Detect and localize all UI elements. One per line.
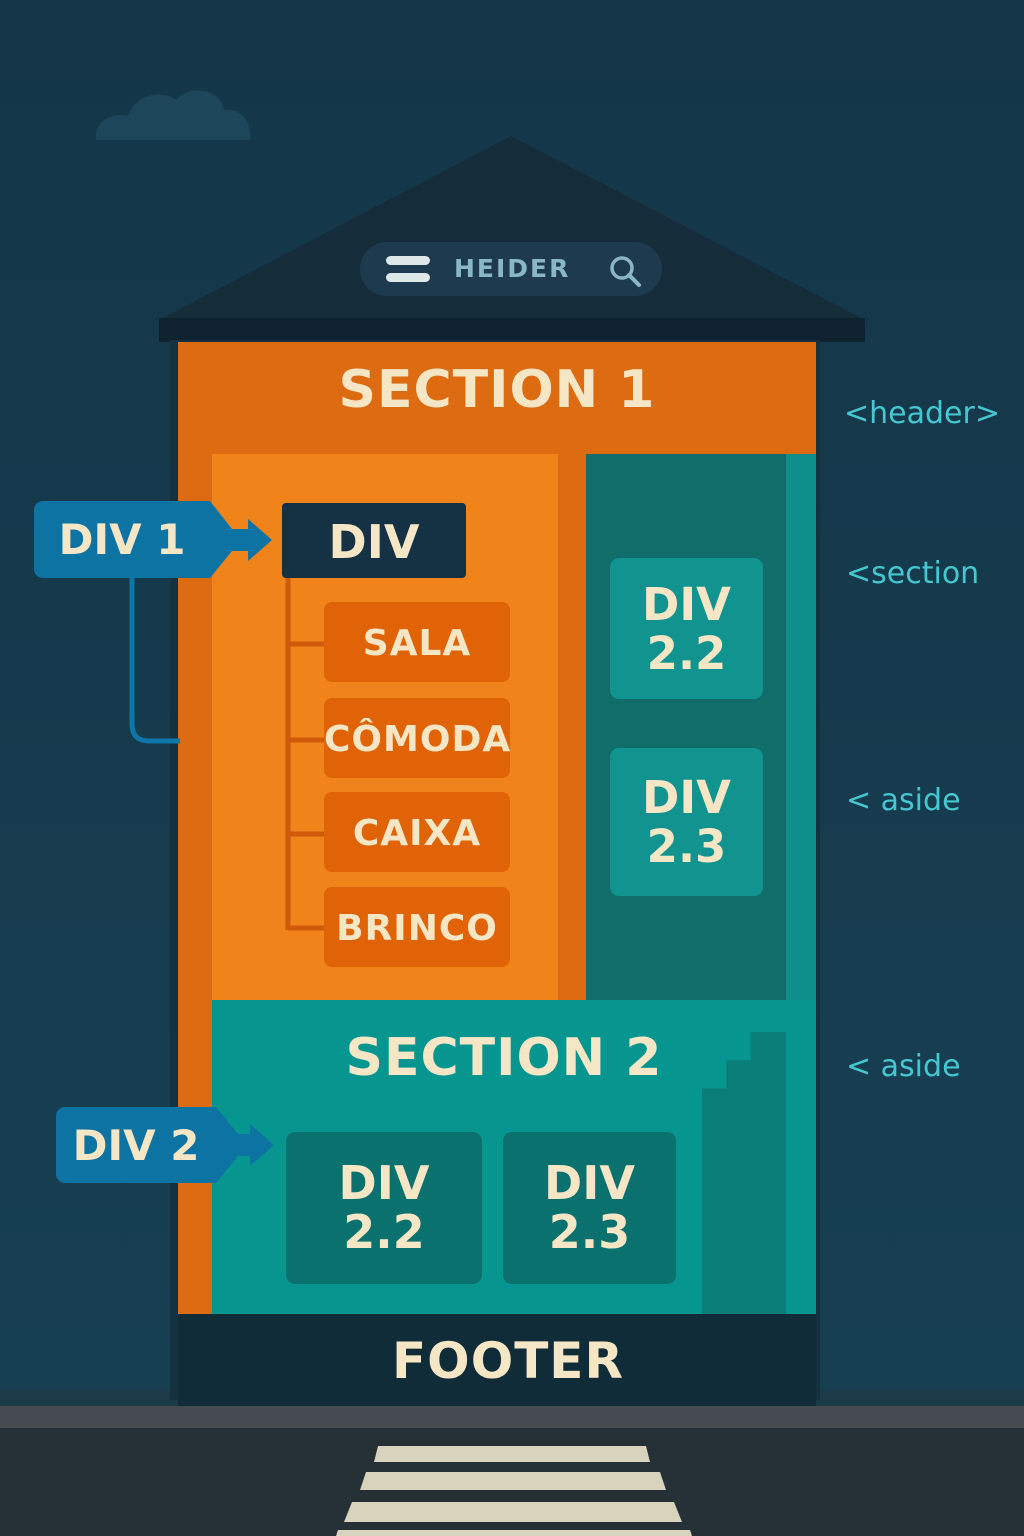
- crosswalk: [336, 1446, 692, 1536]
- cloud-icon: [95, 90, 251, 140]
- header-label: HEIDER: [454, 254, 571, 283]
- tag-aside-2: < aside: [846, 1049, 961, 1084]
- list-item-brinco: BRINCO: [324, 887, 510, 967]
- card-line-1: DIV: [642, 577, 731, 631]
- arrow-right-icon: [198, 501, 272, 578]
- section-2-card-div-2-3: DIV 2.3: [503, 1132, 676, 1284]
- aside-card-div-2-3: DIV 2.3: [610, 748, 763, 896]
- footer-label: FOOTER: [392, 1332, 624, 1390]
- card-line-2: 2.3: [646, 820, 727, 873]
- tag-aside-1: < aside: [846, 783, 961, 818]
- card-line-2: 2.3: [548, 1205, 631, 1259]
- section-2-title: SECTION 2: [345, 1028, 663, 1088]
- aside-column: [586, 454, 786, 1000]
- aside-column-edge: [786, 454, 816, 1000]
- card-line-1: DIV: [338, 1156, 430, 1210]
- div-2-callout: DIV 2: [56, 1107, 216, 1183]
- section-2-card-div-2-2: DIV 2.2: [286, 1132, 482, 1284]
- card-line-1: DIV: [642, 771, 731, 824]
- list-item-caixa: CAIXA: [324, 792, 510, 872]
- aside-card-div-2-2: DIV 2.2: [610, 558, 763, 699]
- list-item-sala: SALA: [324, 602, 510, 682]
- footer-block: [178, 1314, 816, 1406]
- roof: [159, 136, 865, 342]
- road-edge: [0, 1406, 1024, 1428]
- tree-connector: [285, 576, 326, 931]
- div-1-bracket: [129, 560, 180, 744]
- card-line-1: DIV: [544, 1156, 635, 1210]
- list-item-comoda: CÔMODA: [324, 698, 510, 778]
- tag-header: <header>: [844, 396, 1000, 431]
- search-icon[interactable]: [608, 254, 642, 288]
- card-line-2: 2.2: [646, 626, 727, 680]
- div-1-callout: DIV 1: [34, 501, 210, 578]
- div-heading: DIV: [282, 503, 466, 578]
- tag-section: <section: [846, 556, 980, 591]
- card-line-2: 2.2: [343, 1205, 425, 1259]
- arrow-right-icon: [204, 1107, 274, 1183]
- section-1-title: SECTION 1: [338, 360, 656, 420]
- menu-icon[interactable]: [386, 256, 430, 282]
